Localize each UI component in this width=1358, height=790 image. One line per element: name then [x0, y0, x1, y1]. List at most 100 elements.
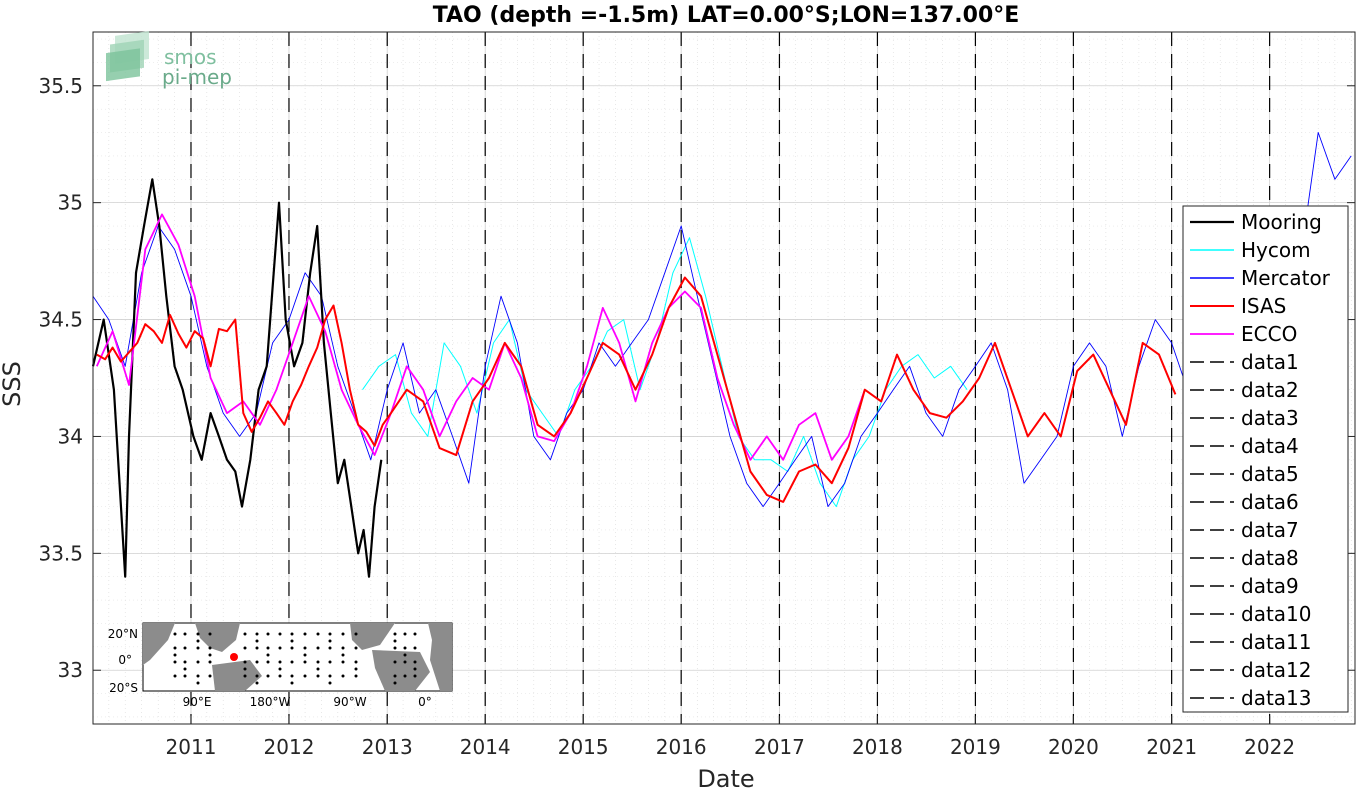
inset-dot: [173, 660, 177, 664]
inset-dot: [208, 674, 212, 678]
inset-dot: [290, 646, 294, 650]
legend-label-data10: data10: [1241, 602, 1312, 626]
inset-dot: [255, 632, 259, 636]
inset-dot: [328, 681, 332, 685]
series-line-isas: [96, 276, 1177, 503]
inset-dot: [208, 653, 212, 657]
legend-label-data11: data11: [1241, 630, 1312, 654]
inset-dot: [393, 674, 397, 678]
inset-dot: [278, 667, 282, 671]
inset-dot: [393, 646, 397, 650]
inset-dot: [278, 660, 282, 664]
inset-dot: [196, 646, 200, 650]
inset-dot: [266, 660, 270, 664]
x-tick-label: 2021: [1146, 735, 1197, 759]
inset-dot: [403, 632, 407, 636]
inset-land-australia: [212, 660, 262, 691]
y-tick-label: 33: [58, 658, 83, 682]
x-tick-label: 2015: [558, 735, 609, 759]
x-tick-label: 2019: [950, 735, 1001, 759]
legend-label-data1: data1: [1241, 350, 1299, 374]
x-axis-label: Date: [697, 765, 754, 790]
inset-x-label-0: 0°: [418, 695, 432, 709]
inset-dot: [303, 674, 307, 678]
y-tick-label: 34: [58, 424, 83, 448]
y-tick-label: 35.5: [38, 74, 83, 98]
inset-dot: [243, 667, 247, 671]
inset-selected-mooring: [230, 653, 238, 661]
legend-label-data2: data2: [1241, 378, 1299, 402]
inset-dot: [393, 639, 397, 643]
x-tick-label: 2016: [656, 735, 707, 759]
inset-dot: [255, 674, 259, 678]
inset-dot: [328, 639, 332, 643]
y-tick-label: 34.5: [38, 308, 83, 332]
inset-dot: [403, 674, 407, 678]
inset-x-label-90w: 90°W: [333, 695, 366, 709]
inset-dot: [243, 632, 247, 636]
inset-dot: [403, 660, 407, 664]
x-tick-label: 2011: [166, 735, 217, 759]
inset-dot: [354, 667, 358, 671]
inset-dot: [341, 646, 345, 650]
inset-dot: [208, 646, 212, 650]
y-tick-label: 35: [58, 191, 83, 215]
inset-dot: [303, 653, 307, 657]
inset-dot: [255, 681, 259, 685]
inset-dot: [183, 674, 187, 678]
chart-title: TAO (depth =-1.5m) LAT=0.00°S;LON=137.00…: [433, 3, 1020, 28]
inset-dot: [328, 632, 332, 636]
y-axis-label: SSS: [0, 361, 26, 407]
inset-dot: [255, 660, 259, 664]
inset-x-label-90e: 90°E: [183, 695, 212, 709]
inset-dot: [173, 674, 177, 678]
inset-dot: [290, 639, 294, 643]
inset-dot: [208, 660, 212, 664]
inset-dot: [354, 646, 358, 650]
x-tick-label: 2012: [264, 735, 315, 759]
series-line-mercator: [92, 132, 1352, 508]
inset-dot: [316, 646, 320, 650]
inset-dot: [255, 646, 259, 650]
inset-dot: [278, 632, 282, 636]
inset-y-label-20n: 20°N: [108, 627, 138, 641]
inset-dot: [328, 674, 332, 678]
inset-land-asia: [195, 623, 240, 652]
legend-label-data9: data9: [1241, 574, 1299, 598]
inset-y-label-0: 0°: [118, 653, 132, 667]
inset-y-label-20s: 20°S: [109, 681, 138, 695]
x-axis-ticks: 2011 2012 2013 2014 2015 2016 2017 2018 2019 2020…: [166, 716, 1295, 759]
logo-text-pimep: pi-mep: [162, 65, 232, 89]
inset-dot: [196, 639, 200, 643]
inset-dot: [393, 660, 397, 664]
inset-dot: [341, 674, 345, 678]
legend-label-data13: data13: [1241, 686, 1312, 710]
legend-label-data12: data12: [1241, 658, 1312, 682]
plot-frame: [92, 31, 1356, 725]
inset-dot: [393, 632, 397, 636]
legend-label-data8: data8: [1241, 546, 1299, 570]
inset-dot: [354, 674, 358, 678]
inset-mooring-dots: [173, 632, 417, 685]
inset-dot: [255, 639, 259, 643]
inset-dot: [266, 632, 270, 636]
inset-dot: [243, 646, 247, 650]
inset-dot: [243, 660, 247, 664]
inset-land-central-america: [350, 623, 395, 650]
legend: Mooring Hycom Mercator ISAS ECCO data1 data2 da…: [1182, 205, 1349, 713]
inset-dot: [183, 632, 187, 636]
inset-dot: [341, 653, 345, 657]
inset-dot: [196, 674, 200, 678]
inset-dot: [403, 653, 407, 657]
inset-dot: [196, 660, 200, 664]
inset-dot: [413, 674, 417, 678]
series-line-mooring: [91, 178, 383, 578]
inset-dot: [316, 632, 320, 636]
inset-x-label-180w: 180°W: [250, 695, 291, 709]
inset-dot: [413, 667, 417, 671]
inset-dot: [173, 632, 177, 636]
inset-dot: [341, 660, 345, 664]
inset-dot: [173, 653, 177, 657]
smos-pimep-logo: smos pi-mep: [106, 31, 232, 89]
